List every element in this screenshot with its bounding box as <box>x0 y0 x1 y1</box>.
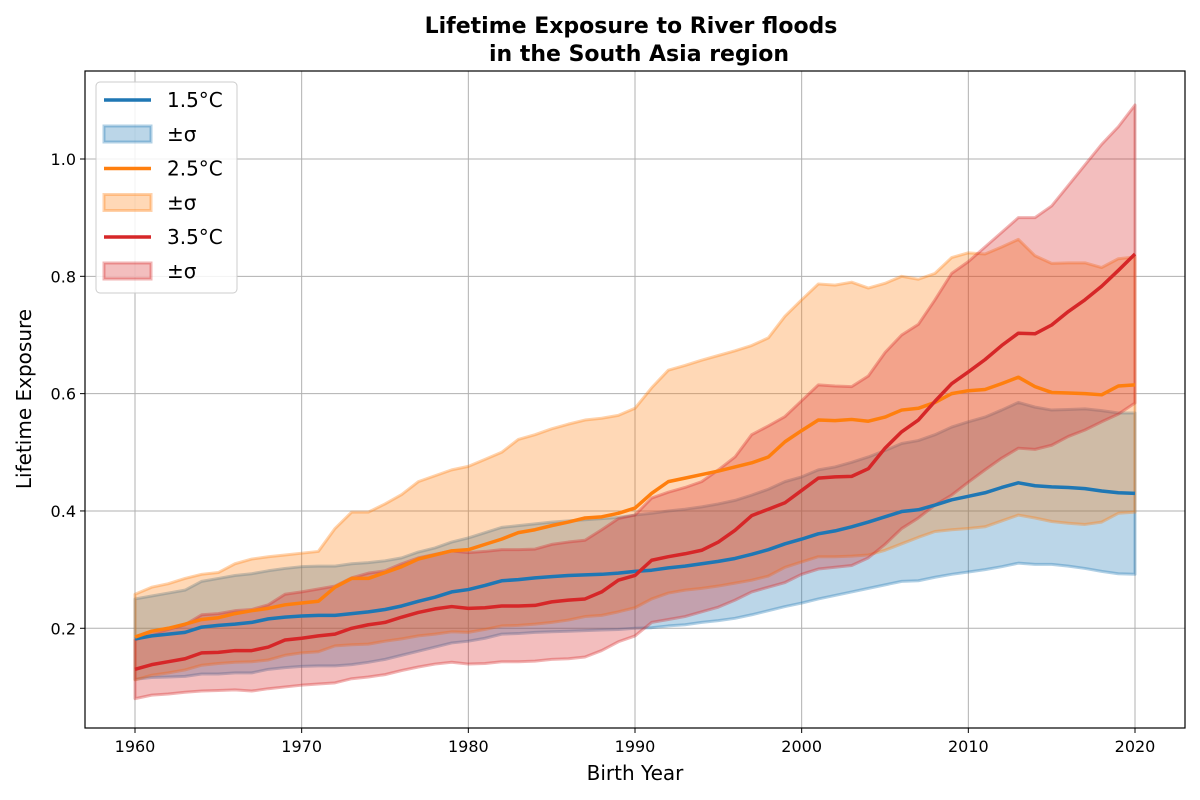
series-lines <box>134 252 1137 672</box>
y-tick-label: 0.2 <box>51 619 76 638</box>
y-tick-label: 0.8 <box>51 267 76 286</box>
legend: 1.5°C ±σ 2.5°C ±σ 3.5°C ±σ <box>95 81 238 294</box>
legend-box <box>95 81 238 294</box>
y-tick-label: 0.6 <box>51 385 76 404</box>
legend-label-1-5c: 1.5°C <box>167 88 223 112</box>
y-axis-ticks: 0.2 0.4 0.6 0.8 1.0 <box>51 150 85 638</box>
series-line-3-5c <box>134 252 1137 672</box>
legend-patch-3-5c <box>102 261 153 281</box>
x-tick-label: 1990 <box>615 737 656 756</box>
legend-label-3-5c: 3.5°C <box>167 225 223 249</box>
legend-patch-2-5c <box>102 193 153 212</box>
x-axis-title: Birth Year <box>587 761 684 785</box>
y-tick-label: 0.4 <box>51 502 76 521</box>
y-tick-label: 1.0 <box>51 150 76 169</box>
legend-band-label-3-5c: ±σ <box>167 259 197 283</box>
legend-band-label-1-5c: ±σ <box>167 122 197 146</box>
x-tick-label: 1970 <box>281 737 322 756</box>
chart-subtitle: in the South Asia region <box>489 42 789 67</box>
series-line-1-5c <box>134 481 1136 641</box>
x-tick-label: 1960 <box>115 737 156 756</box>
x-tick-label: 2010 <box>948 737 989 756</box>
sigma-band-2-5c <box>133 237 1137 682</box>
x-tick-label: 2020 <box>1115 737 1156 756</box>
grid-lines <box>85 71 1185 728</box>
x-tick-label: 2000 <box>781 737 822 756</box>
x-tick-label: 1980 <box>448 737 489 756</box>
x-axis-ticks: 1960 1970 1980 1990 2000 2010 2020 <box>115 728 1156 756</box>
y-axis-title: Lifetime Exposure <box>12 309 36 489</box>
legend-patch-1-5c <box>102 124 153 144</box>
chart-title: Lifetime Exposure to River floods <box>425 14 838 39</box>
legend-label-2-5c: 2.5°C <box>167 157 223 181</box>
series-line-2-5c <box>134 375 1136 639</box>
legend-band-label-2-5c: ±σ <box>167 191 197 215</box>
